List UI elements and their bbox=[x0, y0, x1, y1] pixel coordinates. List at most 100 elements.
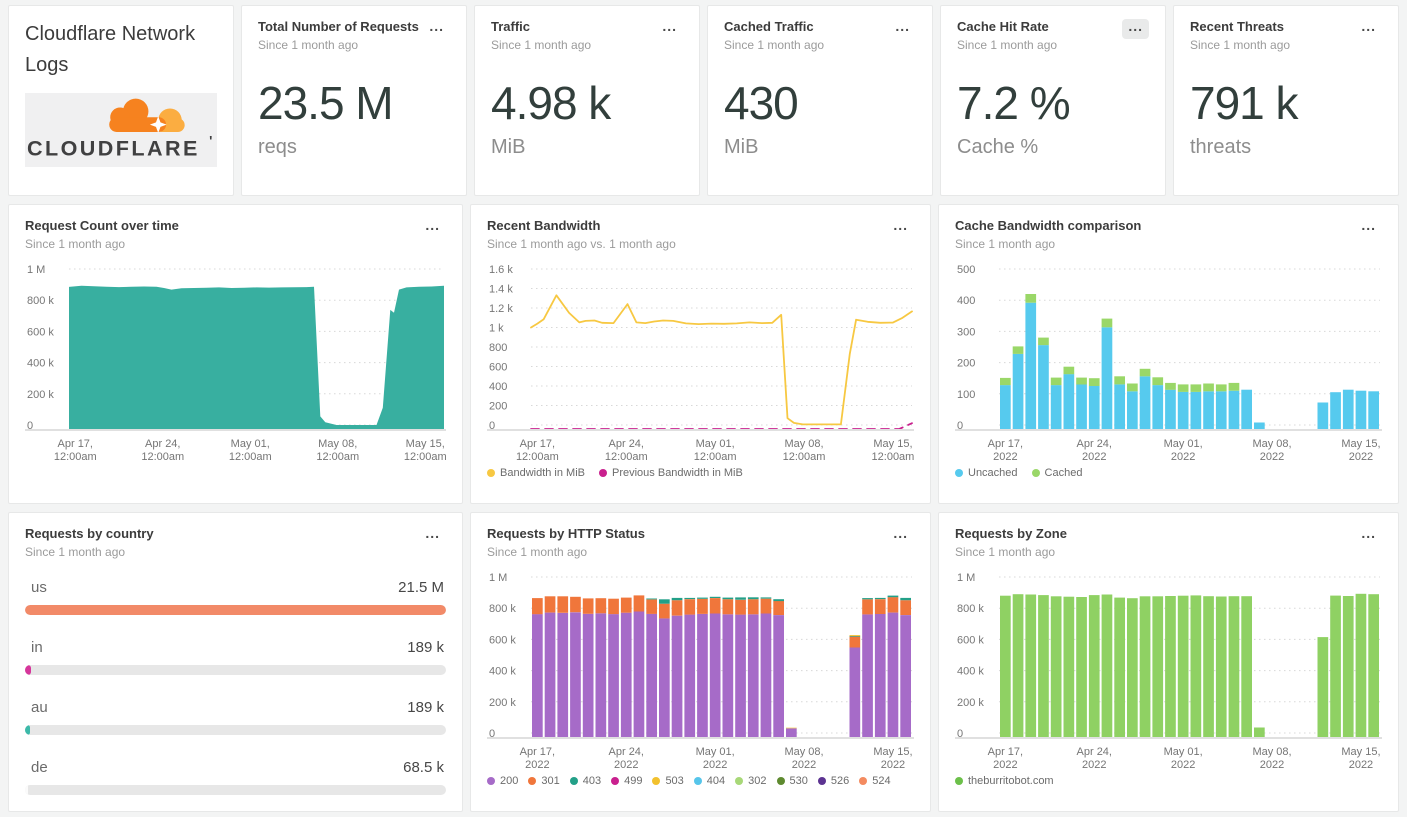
country-bar-track bbox=[25, 725, 446, 736]
svg-text:2022: 2022 bbox=[1349, 451, 1373, 463]
panel-traffic: Traffic Since 1 month ago ... 4.98 k MiB bbox=[474, 5, 700, 196]
panel-total-requests: Total Number of Requests Since 1 month a… bbox=[241, 5, 467, 196]
svg-text:May 15,: May 15, bbox=[1341, 746, 1380, 758]
cloudflare-logo: CLOUDFLARE ' bbox=[25, 93, 217, 167]
panel-subtitle: Since 1 month ago bbox=[955, 237, 1056, 252]
legend-item-403[interactable]: 403 bbox=[569, 775, 602, 788]
panel-cached-traffic: Cached Traffic Since 1 month ago ... 430… bbox=[707, 5, 933, 196]
country-code: in bbox=[31, 639, 43, 657]
legend-label: Bandwidth in MiB bbox=[500, 467, 585, 480]
panel-requests-by-country: Requests by country Since 1 month ago ..… bbox=[8, 512, 463, 812]
legend-dot-icon bbox=[487, 777, 495, 786]
svg-text:400 k: 400 k bbox=[957, 666, 984, 678]
svg-text:1.4 k: 1.4 k bbox=[489, 284, 513, 296]
legend-item-404[interactable]: 404 bbox=[693, 775, 725, 787]
svg-text:Apr 17,: Apr 17, bbox=[520, 438, 555, 450]
stat-value: 430 bbox=[724, 77, 799, 130]
legend-dot-icon bbox=[1031, 469, 1040, 478]
svg-text:800 k: 800 k bbox=[489, 603, 516, 615]
more-menu-icon[interactable]: ... bbox=[425, 525, 440, 541]
legend-item-499[interactable]: 499 bbox=[611, 775, 642, 787]
legend-item-bandwidth-in-mib[interactable]: Bandwidth in MiB bbox=[487, 467, 585, 479]
bottom-chart-row: Requests by country Since 1 month ago ..… bbox=[0, 512, 1407, 812]
svg-text:800 k: 800 k bbox=[957, 603, 984, 615]
legend-item-uncached[interactable]: Uncached bbox=[955, 467, 1018, 479]
panel-requests-by-zone: Requests by Zone Since 1 month ago ... 1… bbox=[938, 512, 1399, 812]
more-menu-icon[interactable]: ... bbox=[895, 18, 910, 34]
legend-item-524[interactable]: 524 bbox=[859, 775, 891, 787]
stat-unit: reqs bbox=[258, 136, 297, 159]
more-menu-icon[interactable]: ... bbox=[429, 18, 444, 34]
http-status-bar-chart: 1 M 800 k 600 k 400 k 200 k 0 Apr 17, 2022 Apr 2… bbox=[487, 565, 914, 773]
cache-bandwidth-bar-chart: 500 400 300 200 100 0 Apr 17, 2022 Apr 24, 2022 Ma… bbox=[955, 257, 1382, 465]
svg-text:600 k: 600 k bbox=[489, 635, 516, 647]
country-code: us bbox=[31, 579, 47, 597]
legend-label: 301 bbox=[541, 775, 560, 788]
svg-text:May 08,: May 08, bbox=[784, 438, 823, 450]
more-menu-icon[interactable]: ... bbox=[425, 217, 440, 233]
bandwidth-legend: Bandwidth in MiB Previous Bandwidth in Mi… bbox=[487, 467, 914, 479]
country-bar-track bbox=[25, 785, 446, 796]
panel-subtitle: Since 1 month ago bbox=[25, 545, 126, 560]
panel-title: Traffic bbox=[491, 19, 531, 34]
svg-text:Apr 17,: Apr 17, bbox=[520, 746, 555, 758]
legend-item-302[interactable]: 302 bbox=[735, 775, 767, 787]
panel-subtitle: Since 1 month ago bbox=[25, 237, 126, 252]
legend-item-530[interactable]: 530 bbox=[776, 775, 808, 787]
country-row-au: au 189 k bbox=[25, 699, 446, 736]
svg-text:Apr 24,: Apr 24, bbox=[1077, 746, 1112, 758]
dashboard-title: Cloudflare Network Logs bbox=[25, 23, 196, 76]
panel-subtitle: Since 1 month ago bbox=[957, 38, 1058, 53]
legend-item-301[interactable]: 301 bbox=[528, 775, 560, 788]
svg-text:500: 500 bbox=[957, 264, 975, 276]
svg-text:1 M: 1 M bbox=[27, 264, 45, 276]
panel-title: Cache Hit Rate bbox=[957, 19, 1049, 34]
legend-item-526[interactable]: 526 bbox=[817, 775, 849, 787]
svg-text:Apr 17,: Apr 17, bbox=[58, 438, 93, 450]
panel-requests-by-http-status: Requests by HTTP Status Since 1 month ag… bbox=[470, 512, 931, 812]
svg-text:12:00am: 12:00am bbox=[54, 451, 97, 463]
svg-text:2022: 2022 bbox=[1082, 759, 1106, 771]
legend-label: 403 bbox=[582, 775, 602, 788]
legend-dot-icon bbox=[611, 777, 620, 786]
more-menu-icon[interactable]: ... bbox=[1361, 525, 1376, 541]
panel-title: Recent Threats bbox=[1190, 19, 1284, 34]
svg-text:2022: 2022 bbox=[993, 759, 1017, 771]
legend-item-cached[interactable]: Cached bbox=[1031, 467, 1082, 479]
more-menu-icon[interactable]: ... bbox=[1361, 18, 1376, 34]
svg-text:12:00am: 12:00am bbox=[229, 451, 272, 463]
country-row-in: in 189 k bbox=[25, 639, 446, 676]
more-menu-icon[interactable]: ... bbox=[1361, 217, 1376, 233]
legend-item-previous-bandwidth-in-mib[interactable]: Previous Bandwidth in MiB bbox=[599, 467, 743, 479]
legend-item-503[interactable]: 503 bbox=[652, 775, 684, 787]
legend-dot-icon bbox=[955, 469, 963, 478]
country-bar-list: us 21.5 M in 189 k au 189 k de 68.5 k bbox=[25, 579, 446, 796]
svg-text:800: 800 bbox=[489, 342, 507, 354]
stat-unit: MiB bbox=[724, 136, 759, 159]
panel-subtitle: Since 1 month ago bbox=[724, 38, 825, 53]
legend-item-theburritobot-com[interactable]: theburritobot.com bbox=[955, 775, 1054, 787]
more-menu-icon[interactable]: ... bbox=[893, 217, 908, 233]
country-bar-fill bbox=[25, 665, 31, 676]
country-value: 21.5 M bbox=[398, 579, 444, 597]
svg-text:12:00am: 12:00am bbox=[404, 451, 446, 463]
country-bar-fill bbox=[25, 725, 31, 736]
panel-title: Cached Traffic bbox=[724, 19, 814, 34]
svg-text:2022: 2022 bbox=[1171, 759, 1195, 771]
svg-text:200 k: 200 k bbox=[27, 389, 54, 401]
panel-title: Cache Bandwidth comparison bbox=[955, 218, 1142, 233]
svg-text:2022: 2022 bbox=[792, 759, 816, 771]
legend-dot-icon bbox=[955, 777, 963, 786]
legend-item-200[interactable]: 200 bbox=[487, 775, 518, 787]
more-menu-icon[interactable]: ... bbox=[893, 525, 908, 541]
svg-text:Apr 24,: Apr 24, bbox=[609, 438, 644, 450]
svg-text:12:00am: 12:00am bbox=[516, 451, 559, 463]
more-menu-icon[interactable]: ... bbox=[1122, 19, 1149, 39]
more-menu-icon[interactable]: ... bbox=[662, 18, 677, 34]
svg-text:May 01,: May 01, bbox=[696, 746, 735, 758]
stat-value: 4.98 k bbox=[491, 77, 611, 130]
legend-dot-icon bbox=[735, 777, 744, 786]
